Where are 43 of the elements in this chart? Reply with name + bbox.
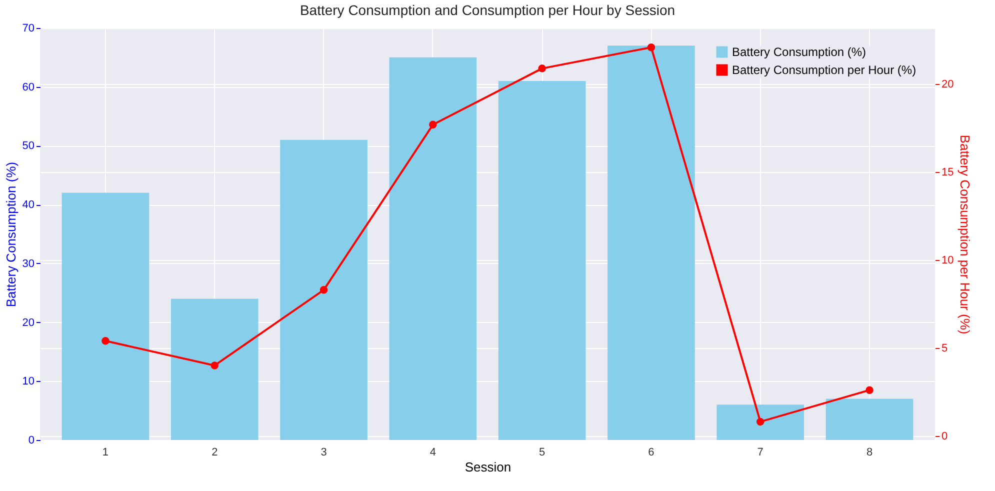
y-axis-title: Battery Consumption (%) [3,162,18,308]
y-tick-label: 20 [22,316,34,329]
y-tick-label: 40 [22,199,34,212]
y2-tick-label: 10 [942,254,954,267]
point [538,64,546,72]
y2-tick-label: 5 [942,342,948,354]
legend-label: Battery Consumption per Hour (%) [732,63,916,77]
bar [716,404,804,440]
y2-tick-label: 0 [942,430,948,442]
x-tick-label: 8 [866,446,873,458]
bar [826,398,914,440]
x-tick-label: 6 [648,446,654,458]
y-tick-label: 50 [22,140,34,152]
y2-tick-label: 15 [942,166,954,179]
x-tick-label: 5 [539,446,546,458]
x-axis-title: Session [464,460,512,474]
y2-axis-title: Battery Consumption per Hour (%) [958,134,973,334]
point [210,362,219,370]
bar [62,192,150,440]
bar [608,46,695,440]
bar [498,80,586,440]
x-tick-label: 4 [430,446,436,458]
chart-title: Battery Consumption and Consumption per Hour by Session [300,2,676,18]
point [102,337,110,345]
point [756,418,764,426]
legend-label: Battery Consumption (%) [732,45,866,59]
bar [280,140,368,440]
y-tick-label: 70 [22,22,34,34]
y2-tick-label: 20 [942,78,954,91]
point [647,43,656,52]
x-tick-label: 7 [757,446,764,458]
bar [170,298,258,440]
x-tick-label: 1 [102,446,109,458]
y-tick-label: 0 [28,434,34,446]
bar [389,57,477,440]
x-tick-label: 2 [212,446,218,458]
x-tick-label: 3 [320,446,327,458]
point [429,120,437,129]
point [320,286,328,294]
y-tick-label: 10 [22,376,34,388]
y-tick-label: 30 [22,258,34,270]
y-tick-label: 60 [22,81,34,94]
point [866,386,874,394]
